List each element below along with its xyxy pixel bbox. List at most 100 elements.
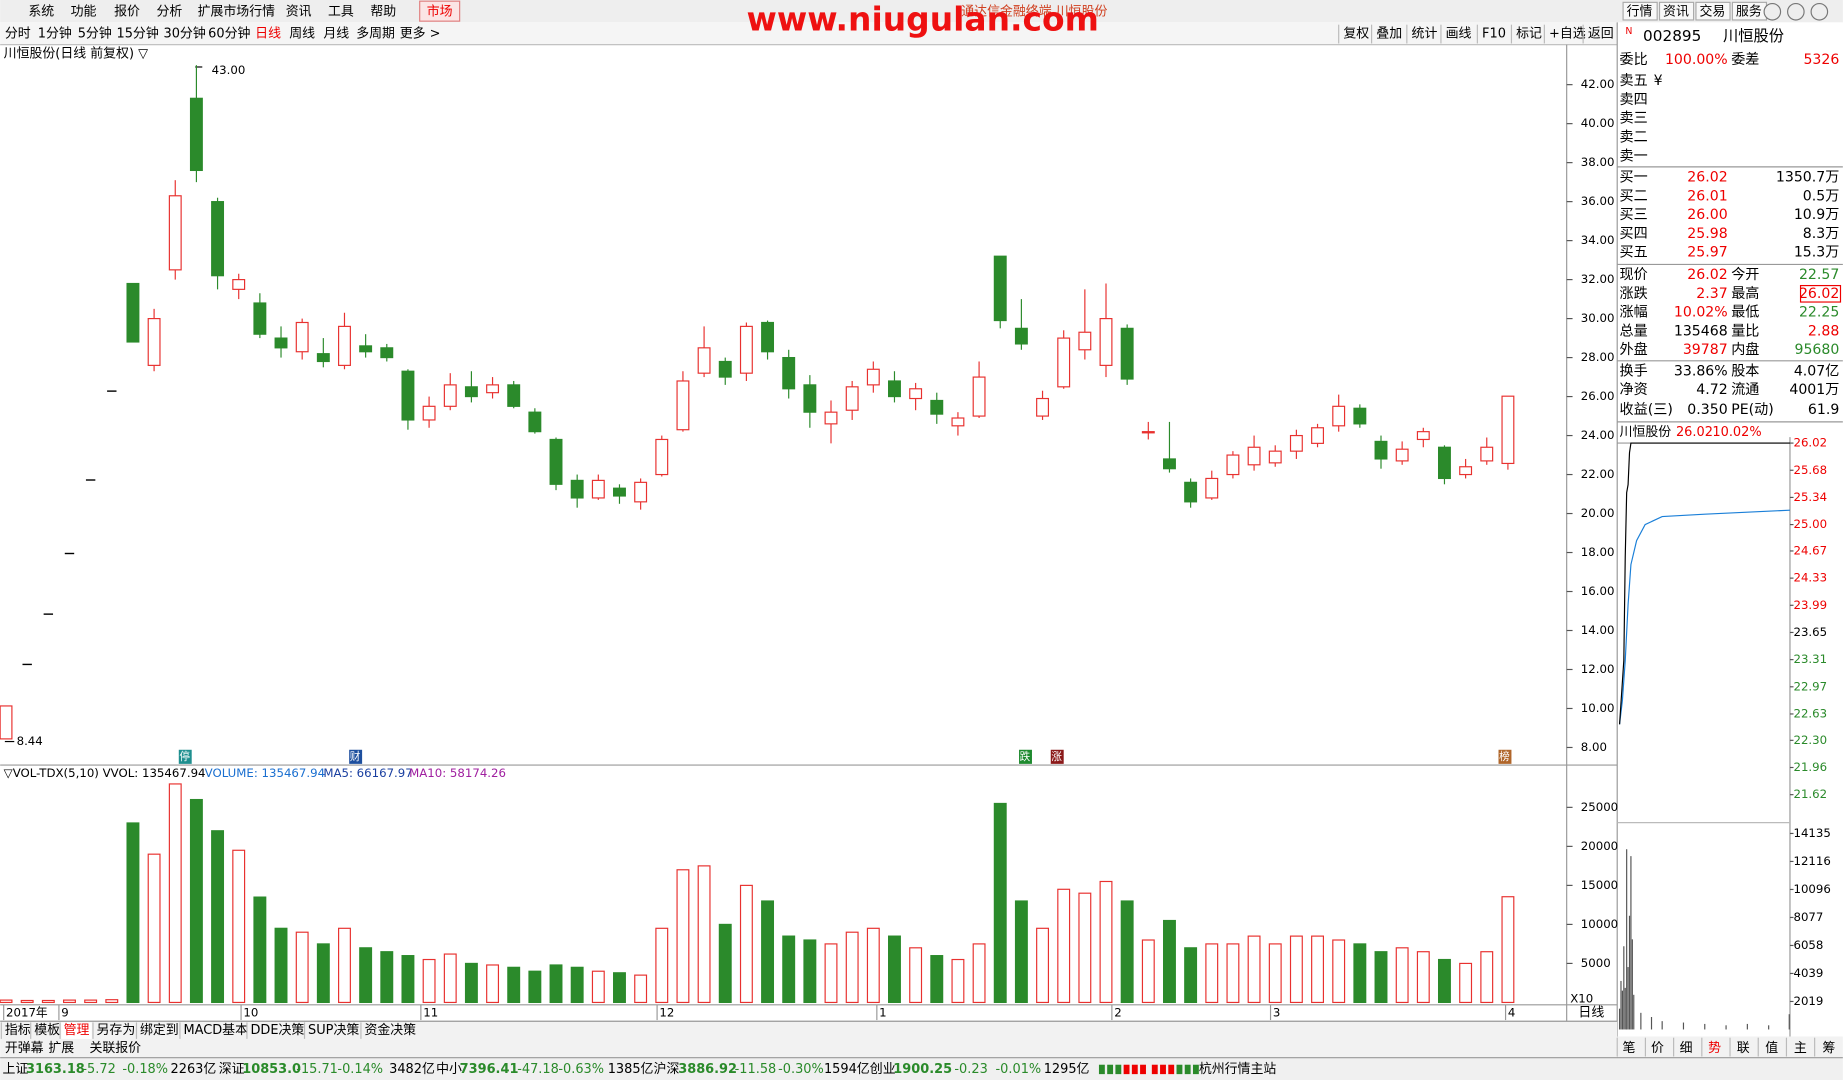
quote-label: PE(动) <box>1731 402 1774 418</box>
event-marker-label[interactable]: 榜 <box>1499 750 1510 763</box>
menu-item[interactable]: 资讯 <box>1663 4 1689 19</box>
intraday-change: 10.02% <box>1712 425 1761 440</box>
menu-item[interactable]: 工具 <box>328 4 354 19</box>
quote-value: 10.9万 <box>1794 207 1839 223</box>
period-tab[interactable]: 60分钟 <box>208 26 250 42</box>
event-marker-label[interactable]: 停 <box>179 750 190 763</box>
window-button[interactable] <box>1787 2 1805 21</box>
panel-tab[interactable]: 价 <box>1651 1041 1664 1056</box>
menu-item[interactable]: 行情 <box>1627 4 1653 19</box>
bottom-tab[interactable]: 扩展 <box>48 1041 74 1056</box>
menu-button[interactable] <box>1658 1 1695 21</box>
event-marker-label[interactable]: 跌 <box>1020 750 1031 763</box>
window-title: 通达信金融终端 川恒股份 <box>961 3 1107 19</box>
y-tick-label: 38.00 <box>1581 155 1615 169</box>
event-marker-label[interactable]: 涨 <box>1051 751 1062 763</box>
quote-value: 4001万 <box>1789 382 1839 398</box>
panel-tab[interactable]: 笔 <box>1623 1040 1636 1056</box>
bottom-tab[interactable]: 指标 <box>5 1023 31 1038</box>
period-tab[interactable]: 15分钟 <box>116 26 158 42</box>
menu-button[interactable] <box>1695 1 1731 21</box>
menu-item[interactable]: 交易 <box>1699 3 1725 19</box>
window-button[interactable] <box>1810 2 1829 21</box>
menu-item[interactable]: 帮助 <box>370 4 396 19</box>
menu-item[interactable]: 系统 <box>28 4 54 19</box>
y-tick-label: 22.97 <box>1793 679 1827 693</box>
index-quote: 1900.25 <box>893 1062 952 1077</box>
event-marker[interactable] <box>1019 749 1032 764</box>
quote-label: 委差 <box>1731 52 1759 68</box>
volume-bar <box>803 939 817 1004</box>
menu-item[interactable]: 市场 <box>427 3 453 19</box>
bottom-tab[interactable]: 管理 <box>64 1023 90 1038</box>
event-marker-label[interactable]: 财 <box>350 750 361 763</box>
panel-tab[interactable]: 主 <box>1794 1041 1807 1056</box>
menu-button[interactable] <box>1622 1 1658 21</box>
bottom-tab[interactable]: 绑定到 <box>140 1023 179 1038</box>
period-tab[interactable]: 1分钟 <box>38 26 72 42</box>
volume-bar <box>126 822 140 1004</box>
period-tab[interactable]: 日线 <box>255 27 281 42</box>
panel-tab[interactable]: 势 <box>1708 1040 1721 1056</box>
candle-body <box>1374 440 1388 460</box>
bottom-tab[interactable]: 资金决策 <box>364 1022 416 1038</box>
period-tab[interactable]: 多周期 <box>356 27 395 42</box>
tool-button[interactable]: F10 <box>1482 27 1506 42</box>
quote-value: 25.98 <box>1687 226 1727 242</box>
menu-item[interactable]: 扩展市场行情 <box>198 3 276 19</box>
bottom-tab[interactable]: SUP决策 <box>308 1022 359 1038</box>
bottom-tab[interactable]: DDE决策 <box>250 1022 304 1038</box>
event-marker[interactable] <box>178 749 192 764</box>
volume-bar <box>253 896 267 1004</box>
panel-tab[interactable]: 细 <box>1680 1041 1693 1056</box>
panel-tab[interactable]: 联 <box>1737 1041 1750 1056</box>
quote-label: 买五 <box>1620 245 1648 261</box>
y-tick-label: 26.02 <box>1793 436 1827 450</box>
panel-tab[interactable]: 筹 <box>1822 1040 1835 1056</box>
event-marker[interactable] <box>1050 749 1064 764</box>
bottom-tab[interactable]: 开弹幕 <box>5 1041 44 1056</box>
event-marker[interactable] <box>1498 749 1512 764</box>
tool-button[interactable]: 复权 <box>1343 26 1369 42</box>
period-tab[interactable]: 更多 > <box>400 27 441 42</box>
period-tab[interactable]: 周线 <box>289 27 315 42</box>
tool-button[interactable]: +自选 <box>1549 27 1586 42</box>
panel-tab[interactable]: 值 <box>1765 1040 1778 1056</box>
tool-button[interactable]: 统计 <box>1412 27 1438 42</box>
index-quote: -0.01% <box>996 1062 1042 1077</box>
volume-bar <box>1163 919 1176 1004</box>
tool-button[interactable]: 画线 <box>1446 27 1472 42</box>
intraday-name: 川恒股份 <box>1620 425 1672 440</box>
quote-value: 2.88 <box>1808 323 1839 339</box>
candle-body <box>1501 395 1515 465</box>
volume-bar <box>1014 900 1028 1004</box>
y-tick-label: 6058 <box>1793 938 1823 952</box>
bottom-tab[interactable]: MACD基本 <box>183 1023 248 1038</box>
menu-item[interactable]: 服务 <box>1736 3 1762 19</box>
candle-body <box>1353 407 1367 425</box>
event-marker[interactable] <box>349 749 363 764</box>
candle-body <box>422 405 436 421</box>
quote-value: 135468 <box>1674 323 1728 339</box>
quote-value: 100.00% <box>1665 52 1728 68</box>
period-tab[interactable]: 月线 <box>323 27 349 42</box>
index-quote: -0.63% <box>558 1062 604 1077</box>
bottom-tab[interactable]: 关联报价 <box>89 1041 141 1056</box>
bottom-tab[interactable]: 另存为 <box>97 1023 136 1038</box>
window-button[interactable] <box>1763 2 1782 21</box>
bottom-tab[interactable]: 模板 <box>34 1023 60 1038</box>
period-tab[interactable]: 分时 <box>5 27 31 42</box>
quote-label: 涨幅 <box>1620 305 1648 321</box>
tool-button[interactable]: 标记 <box>1516 27 1542 42</box>
menu-item[interactable]: 功能 <box>71 4 97 19</box>
index-quote: -0.18% <box>122 1062 168 1077</box>
menu-item[interactable]: 报价 <box>114 4 140 19</box>
candle-body <box>1289 434 1303 452</box>
period-tab[interactable]: 5分钟 <box>78 26 112 42</box>
menu-item[interactable]: 资讯 <box>286 4 312 19</box>
menu-item[interactable]: 分析 <box>156 4 182 19</box>
period-tab[interactable]: 30分钟 <box>164 26 206 42</box>
tool-button[interactable]: 返回 <box>1588 27 1614 42</box>
tool-button[interactable]: 叠加 <box>1376 27 1402 42</box>
quote-label: 今开 <box>1731 267 1759 283</box>
